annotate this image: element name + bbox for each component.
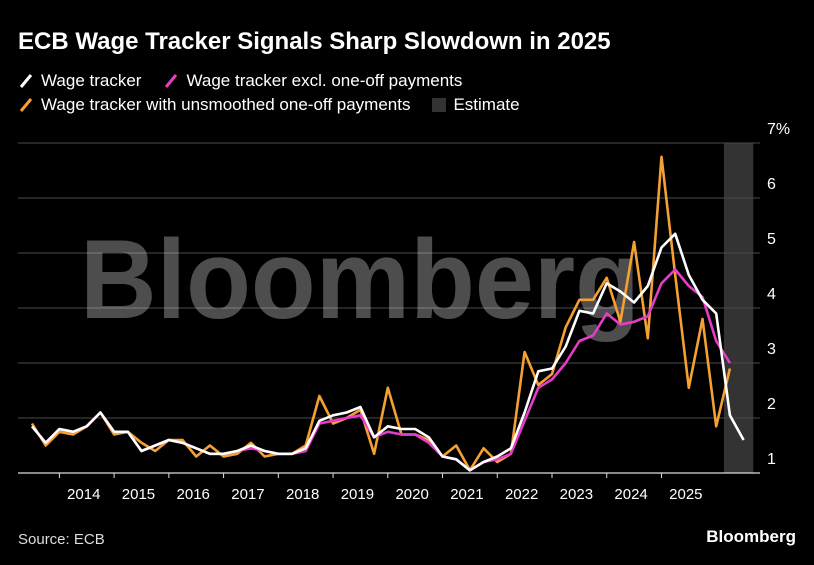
legend-item-wage-tracker: Wage tracker <box>18 71 141 91</box>
y-tick-label: 4 <box>767 286 776 303</box>
x-tick-label: 2022 <box>505 486 538 503</box>
legend-item-estimate: Estimate <box>432 95 520 115</box>
legend-row-2: Wage tracker with unsmoothed one-off pay… <box>18 95 520 115</box>
x-tick-label: 2015 <box>122 486 155 503</box>
x-tick-label: 2024 <box>614 486 647 503</box>
legend-item-excl-one-off: Wage tracker excl. one-off payments <box>163 71 462 91</box>
x-tick-label: 2014 <box>67 486 100 503</box>
series-line-wage-tracker <box>30 232 745 472</box>
x-tick-label: 2016 <box>177 486 210 503</box>
y-tick-label: 6 <box>767 176 776 193</box>
x-tick-label: 2023 <box>560 486 593 503</box>
y-tick-label: 5 <box>767 231 776 248</box>
x-tick-label: 2021 <box>450 486 483 503</box>
estimate-swatch-icon <box>432 98 447 112</box>
x-tick-label: 2018 <box>286 486 319 503</box>
y-axis-ticks: 1 2 3 4 5 6 7% <box>767 121 790 468</box>
legend-label: Estimate <box>453 95 520 114</box>
y-tick-label: 3 <box>767 341 776 358</box>
x-tick-label: 2017 <box>231 486 264 503</box>
legend-item-unsmoothed: Wage tracker with unsmoothed one-off pay… <box>18 95 410 115</box>
y-tick-label: 2 <box>767 396 776 413</box>
legend-line-icon-white <box>19 74 33 88</box>
legend-label: Wage tracker excl. one-off payments <box>186 71 463 90</box>
bloomberg-logo: Bloomberg <box>706 527 796 546</box>
chart-title: ECB Wage Tracker Signals Sharp Slowdown … <box>18 28 611 55</box>
watermark: Bloomberg <box>80 217 640 342</box>
x-tick-label: 2020 <box>395 486 428 503</box>
series-lines <box>30 155 745 472</box>
y-tick-label: 7% <box>767 121 790 138</box>
x-tick-label: 2025 <box>669 486 702 503</box>
legend-label: Wage tracker <box>41 71 142 90</box>
legend-label: Wage tracker with unsmoothed one-off pay… <box>41 95 411 114</box>
legend-row-1: Wage tracker Wage tracker excl. one-off … <box>18 71 462 91</box>
legend-line-icon-magenta <box>165 74 178 88</box>
x-tick-label: 2019 <box>341 486 374 503</box>
legend-line-icon-orange <box>19 98 33 112</box>
y-tick-label: 1 <box>767 451 776 468</box>
source-note: Source: ECB <box>18 531 105 548</box>
x-axis-ticks: 2014 2015 2016 2017 2018 2019 2020 2021 2022 2023… <box>58 473 703 503</box>
